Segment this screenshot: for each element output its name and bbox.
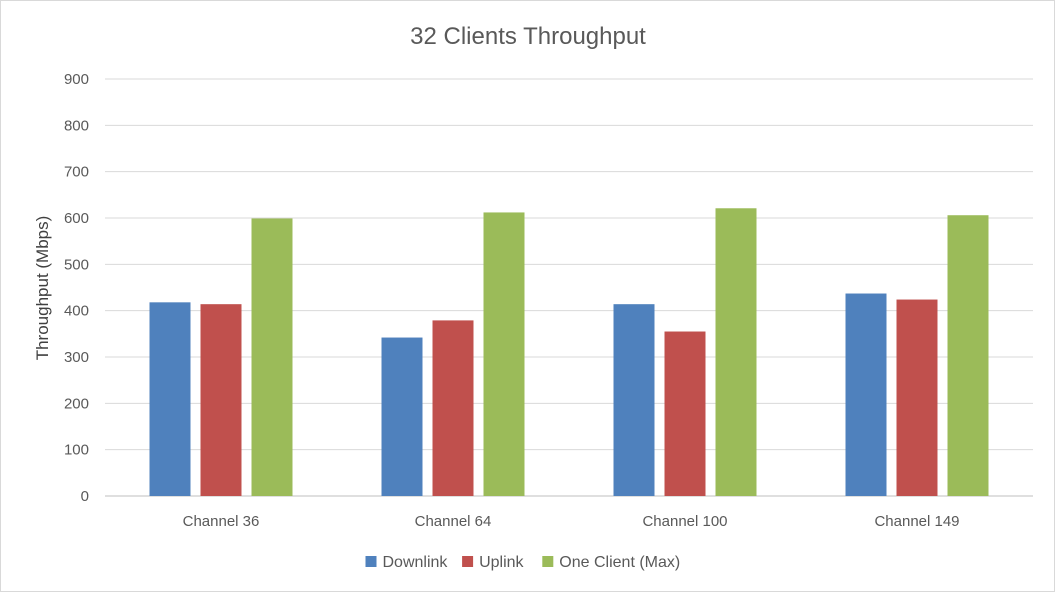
legend-swatch (542, 556, 554, 567)
y-axis-ticks: 0 100 200 300 400 500 600 700 800 900 (64, 71, 89, 505)
y-tick-label: 800 (64, 117, 89, 134)
y-tick-label: 400 (64, 303, 89, 320)
x-axis-ticks: Channel 36 Channel 64 Channel 100 Channel 1… (183, 513, 960, 530)
x-tick-label: Channel 100 (642, 513, 727, 530)
bar-uplink-channel-64 (432, 320, 474, 496)
legend-label: Uplink (479, 554, 524, 571)
y-tick-label: 700 (64, 164, 89, 181)
legend-label: One Client (Max) (559, 554, 680, 571)
y-tick-label: 0 (81, 488, 89, 505)
bar-uplink-channel-100 (664, 331, 706, 496)
bar-downlink-channel-149 (845, 293, 887, 496)
y-tick-label: 200 (64, 395, 89, 412)
chart-title: 32 Clients Throughput (410, 23, 646, 50)
bar-one-client-max-channel-36 (251, 218, 293, 497)
x-tick-label: Channel 149 (874, 513, 959, 530)
gridlines (105, 78, 1033, 497)
legend: Downlink Uplink One Client (Max) (365, 554, 680, 571)
x-tick-label: Channel 36 (183, 513, 260, 530)
bar-one-client-max-channel-64 (483, 212, 525, 496)
y-tick-label: 500 (64, 256, 89, 273)
bar-downlink-channel-64 (381, 337, 423, 496)
legend-label: Downlink (383, 554, 449, 571)
y-axis-label: Throughput (Mbps) (33, 216, 52, 361)
legend-swatch (365, 556, 377, 567)
bar-uplink-channel-36 (200, 304, 242, 496)
bar-uplink-channel-149 (896, 299, 938, 496)
bar-one-client-max-channel-100 (715, 208, 757, 496)
bar-downlink-channel-100 (613, 304, 655, 496)
y-tick-label: 100 (64, 442, 89, 459)
y-tick-label: 900 (64, 71, 89, 88)
y-tick-label: 600 (64, 210, 89, 227)
bars (149, 208, 989, 497)
x-tick-label: Channel 64 (415, 513, 492, 530)
legend-swatch (462, 556, 474, 567)
y-tick-label: 300 (64, 349, 89, 366)
bar-downlink-channel-36 (149, 302, 191, 496)
bar-one-client-max-channel-149 (947, 215, 989, 496)
